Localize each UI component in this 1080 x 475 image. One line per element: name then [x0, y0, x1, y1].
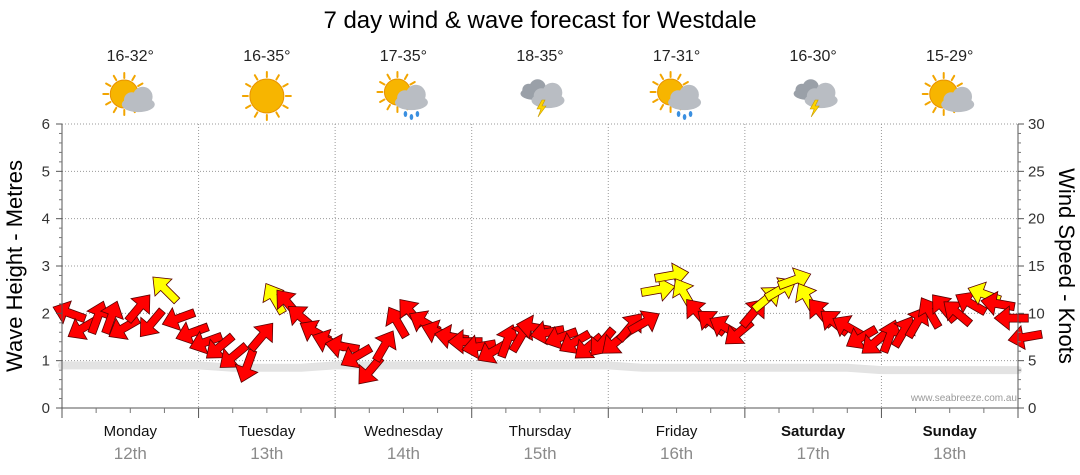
sun-rays — [241, 71, 292, 121]
lightning-bolt — [809, 99, 820, 118]
wind-arrow — [1007, 324, 1043, 351]
cloud-shape — [394, 84, 428, 111]
lightning-bolt — [536, 99, 547, 118]
cloud-shape — [804, 82, 838, 109]
day-date: 17th — [797, 444, 830, 463]
day-date: 16th — [660, 444, 693, 463]
sun-disc — [249, 78, 285, 114]
temperature-range: 16-32° — [107, 48, 154, 65]
partly-cloudy-icon — [102, 72, 155, 116]
left-tick-label: 1 — [42, 353, 50, 370]
temperature-range: 16-30° — [789, 48, 836, 65]
right-tick-label: 20 — [1028, 211, 1045, 228]
day-date: 15th — [523, 444, 556, 463]
wind-arrow — [161, 306, 197, 332]
right-tick-label: 25 — [1028, 163, 1045, 180]
right-axis-title: Wind Speed - Knots — [1054, 168, 1079, 364]
left-tick-label: 0 — [42, 400, 50, 417]
right-tick-label: 15 — [1028, 258, 1045, 275]
weather-row: 16-32° 16-35° 17-35° 18-35° 17-31° 16-30° 15-2… — [102, 48, 975, 121]
wind-arrow — [124, 294, 151, 324]
wind-arrow — [247, 322, 274, 353]
storm-cloud-icon — [793, 79, 838, 118]
rain-drop — [676, 111, 681, 117]
wave-height-band — [58, 361, 1022, 375]
rain-drop — [688, 111, 693, 117]
wind-arrow — [993, 305, 1029, 331]
chart-title: 7 day wind & wave forecast for Westdale — [323, 7, 756, 34]
left-tick-label: 3 — [42, 258, 50, 275]
left-axis-title: Wave Height - Metres — [2, 160, 27, 372]
storm-cloud-icon — [520, 79, 565, 118]
temperature-range: 17-31° — [653, 48, 700, 65]
sunny-icon — [241, 71, 292, 121]
wind-arrow — [372, 330, 397, 363]
sun-cloud-rain-icon — [376, 71, 428, 120]
day-name: Sunday — [923, 423, 978, 440]
day-date: 13th — [250, 444, 283, 463]
wind-arrow — [99, 300, 124, 336]
day-name: Wednesday — [364, 423, 443, 440]
rain-drop — [682, 114, 687, 120]
wind-arrow — [52, 300, 87, 325]
day-name: Monday — [104, 423, 158, 440]
temperature-range: 16-35° — [243, 48, 290, 65]
right-tick-label: 0 — [1028, 400, 1036, 417]
rain-drop — [403, 111, 408, 117]
sun-cloud-rain-icon — [649, 71, 702, 120]
temperature-range: 15-29° — [926, 48, 973, 65]
cloud-shape — [668, 84, 702, 111]
rain-drop — [415, 111, 420, 117]
day-date: 18th — [933, 444, 966, 463]
rain-drop — [409, 114, 414, 120]
left-tick-label: 5 — [42, 163, 50, 180]
day-date: 14th — [387, 444, 420, 463]
temperature-range: 17-35° — [380, 48, 427, 65]
wind-arrow — [627, 310, 660, 335]
left-axis: 0 1 2 3 4 5 6 — [42, 116, 63, 417]
left-tick-label: 2 — [42, 305, 50, 322]
wind-arrow — [152, 276, 181, 305]
grid-lines — [62, 123, 1018, 409]
partly-cloudy-icon — [921, 72, 975, 116]
right-axis: 0 5 10 15 20 25 30 — [1017, 116, 1045, 417]
credit-text: www.seabreeze.com.au — [910, 393, 1017, 404]
right-tick-label: 5 — [1028, 353, 1036, 370]
cloud-shape — [121, 86, 155, 113]
wind-arrows — [52, 262, 1043, 385]
day-name: Saturday — [781, 423, 846, 440]
day-name: Thursday — [509, 423, 572, 440]
left-tick-label: 6 — [42, 116, 50, 133]
temperature-range: 18-35° — [516, 48, 563, 65]
cloud-shape — [941, 86, 975, 113]
wind-arrow — [574, 332, 605, 359]
wave-height-series — [58, 361, 1022, 375]
day-name: Tuesday — [238, 423, 295, 440]
right-tick-label: 10 — [1028, 305, 1045, 322]
left-tick-label: 4 — [42, 211, 50, 228]
wind-arrow — [904, 306, 930, 340]
day-name: Friday — [656, 423, 698, 440]
right-tick-label: 30 — [1028, 116, 1045, 133]
x-axis: Monday 12th Tuesday 13th Wednesday 14th Thursd… — [61, 408, 1019, 463]
day-date: 12th — [114, 444, 147, 463]
wind-arrow — [139, 307, 166, 338]
